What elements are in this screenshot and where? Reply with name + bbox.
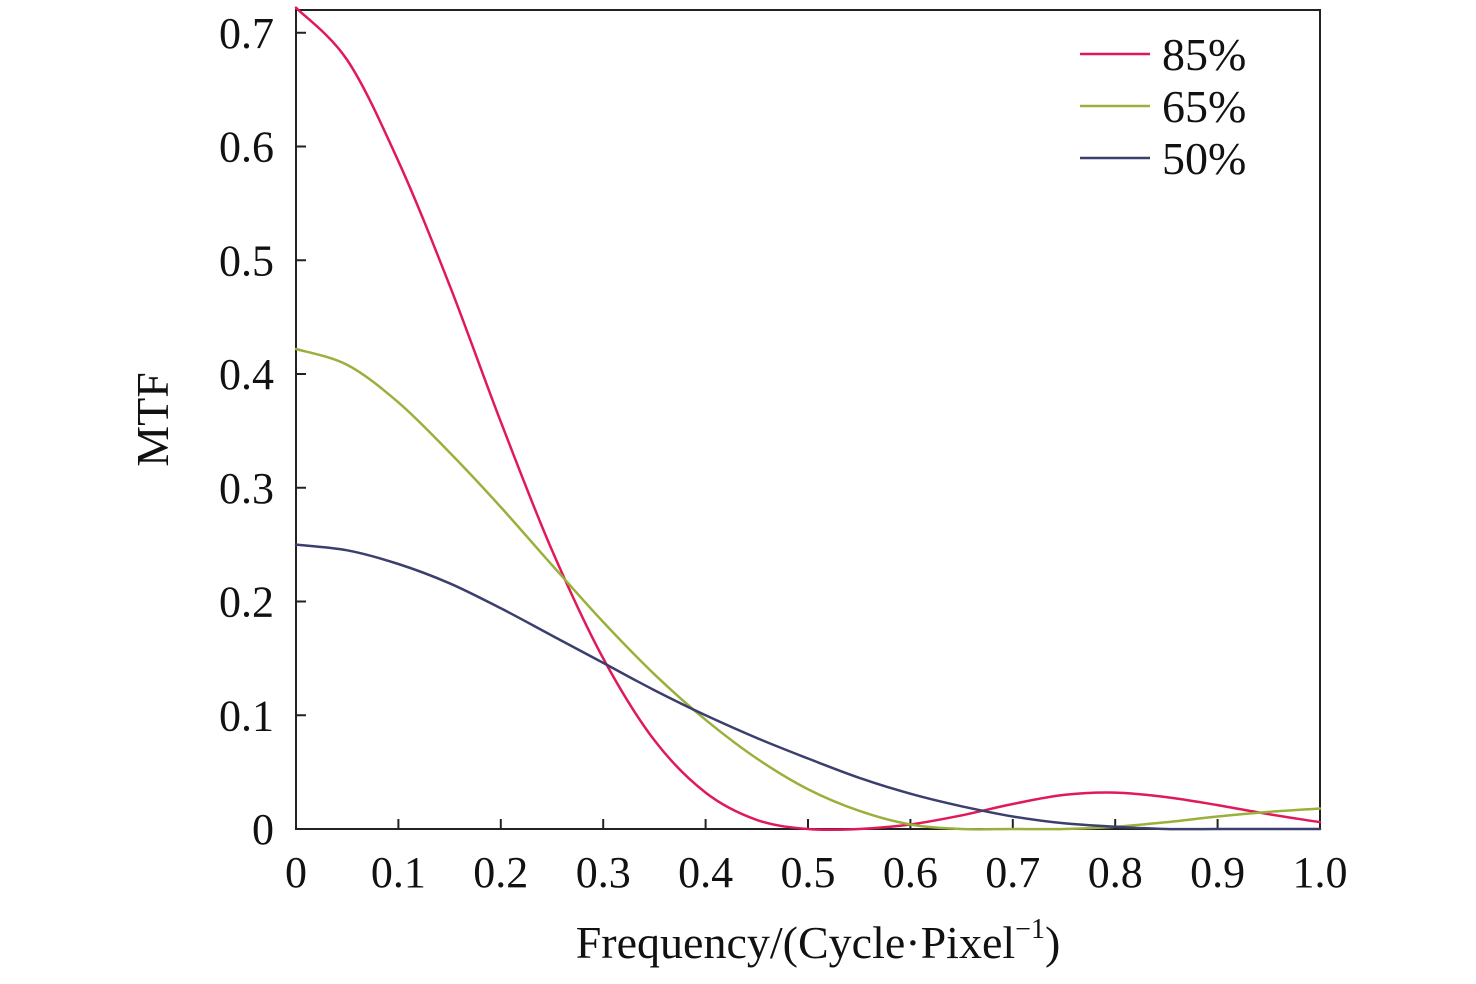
y-tick-label: 0.3 <box>219 464 274 513</box>
x-tick-label: 0 <box>285 848 307 897</box>
x-axis-label-close: ) <box>1045 917 1060 968</box>
y-tick-label: 0.4 <box>219 350 274 399</box>
x-tick-label: 0.2 <box>473 848 528 897</box>
x-tick-label: 0.6 <box>883 848 938 897</box>
x-tick-label: 0.4 <box>678 848 733 897</box>
y-tick-label: 0.2 <box>219 578 274 627</box>
series-line-50pct <box>294 543 1322 831</box>
series-lines <box>294 6 1322 832</box>
y-tick-label: 0.5 <box>219 236 274 285</box>
y-axis-label: MTF <box>127 372 178 467</box>
x-tick-label: 1.0 <box>1293 848 1348 897</box>
legend-label: 50% <box>1162 133 1246 184</box>
legend: 85%65%50% <box>1080 29 1246 184</box>
series-line-65pct <box>294 347 1322 831</box>
x-tick-label: 0.9 <box>1190 848 1245 897</box>
x-axis-ticks: 0 0.1 0.2 0.3 0.4 0.5 0.6 0.7 0.8 0.9 1.0 <box>285 819 1348 897</box>
x-tick-label: 0.7 <box>985 848 1040 897</box>
legend-label: 85% <box>1162 29 1246 80</box>
x-axis-label: Frequency/(Cycle·Pixel−1) <box>576 914 1061 968</box>
x-tick-label: 0.1 <box>371 848 426 897</box>
x-tick-label: 0.3 <box>576 848 631 897</box>
y-tick-label: 0.7 <box>219 9 274 58</box>
x-tick-label: 0.5 <box>781 848 836 897</box>
y-tick-label: 0 <box>252 805 274 854</box>
x-tick-label: 0.8 <box>1088 848 1143 897</box>
x-axis-label-main: Frequency/(Cycle·Pixel <box>576 917 1015 968</box>
y-tick-label: 0.1 <box>219 691 274 740</box>
y-axis-ticks: 0 0.1 0.2 0.3 0.4 0.5 0.6 0.7 <box>219 9 306 854</box>
series-line-85pct <box>294 6 1322 832</box>
legend-label: 65% <box>1162 81 1246 132</box>
x-axis-label-superscript: −1 <box>1015 914 1045 945</box>
y-tick-label: 0.6 <box>219 123 274 172</box>
